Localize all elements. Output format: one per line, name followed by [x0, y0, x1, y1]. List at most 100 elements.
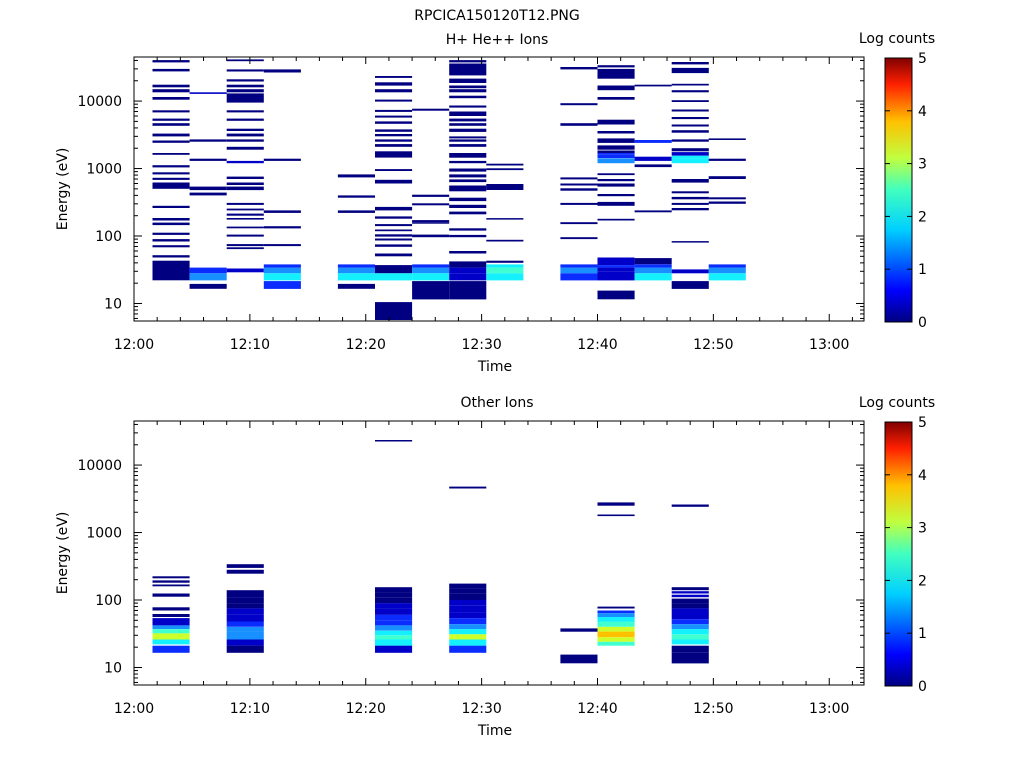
spectrogram-cell: [226, 564, 264, 568]
spectrogram-cell: [152, 110, 190, 113]
spectrogram-cell: [449, 211, 487, 215]
spectrogram-cell: [375, 76, 413, 78]
x-tick-label: 13:00: [809, 337, 849, 353]
colorbar-tick-label: 2: [918, 209, 927, 225]
spectrogram-cell: [597, 271, 635, 276]
spectrogram-cell: [226, 208, 264, 211]
spectrogram-cell: [337, 283, 375, 289]
x-tick-label: 13:00: [809, 701, 849, 717]
spectrogram-cell: [486, 184, 524, 190]
spectrogram-cell: [375, 144, 413, 147]
spectrogram-cell: [152, 245, 190, 248]
spectrogram-cell: [449, 144, 487, 147]
spectrogram-cell: [671, 594, 709, 598]
spectrogram-cell: [226, 626, 264, 632]
spectrogram-cell: [375, 587, 413, 593]
spectrogram-cell: [449, 136, 487, 139]
spectrogram-cell: [671, 587, 709, 591]
spectrogram-cell: [152, 618, 190, 622]
spectrogram-cell: [375, 238, 413, 241]
x-tick-label: 12:40: [577, 337, 617, 353]
spectrogram-cell: [375, 302, 413, 320]
spectrogram-cell: [597, 153, 635, 155]
spectrogram-cell: [375, 129, 413, 132]
spectrogram-cell: [671, 130, 709, 133]
spectrogram-cell: [337, 264, 375, 268]
spectrogram-cell: [375, 89, 413, 93]
spectrogram-cell: [375, 603, 413, 609]
spectrogram-cell: [671, 652, 709, 664]
spectrogram-cell: [671, 241, 709, 243]
spectrogram-cell: [671, 639, 709, 645]
spectrogram-cell: [152, 177, 190, 180]
spectrogram-cell: [449, 160, 487, 164]
spectrogram-cell: [449, 118, 487, 122]
spectrogram-cell: [263, 210, 301, 213]
spectrogram-cell: [449, 185, 487, 192]
spectrogram-cell: [226, 621, 264, 627]
spectrogram-cell: [671, 281, 709, 289]
spectrogram-cell: [375, 139, 413, 142]
spectrogram-cell: [671, 179, 709, 183]
spectrogram-cell: [449, 634, 487, 640]
spectrogram-cell: [597, 154, 635, 159]
spectrogram-cell: [152, 123, 190, 126]
y-tick-label: 10: [104, 660, 122, 676]
y-tick-label: 10000: [77, 458, 122, 474]
spectrogram-cell: [226, 93, 264, 103]
spectrogram-cell: [671, 90, 709, 93]
spectrogram-cell: [560, 103, 598, 106]
spectrogram-cell: [375, 592, 413, 598]
spectrogram-cell: [671, 83, 709, 86]
spectrogram-cell: [263, 244, 301, 247]
spectrogram-cell: [375, 645, 413, 653]
spectrogram-cell: [375, 635, 413, 640]
spectrogram-cell: [597, 201, 635, 206]
spectrogram-cell: [449, 593, 487, 600]
spectrogram-cell: [449, 234, 487, 238]
x-tick-label: 12:50: [693, 337, 733, 353]
colorbar-tick-label: 0: [918, 315, 927, 331]
plot-frame: [133, 420, 865, 686]
spectrogram-cell: [560, 267, 598, 274]
spectrogram-cell: [449, 281, 487, 300]
spectrogram-cell: [226, 176, 264, 179]
colorbar: Log counts 0 1 2 3 4 5: [859, 395, 935, 695]
spectrogram-cell: [152, 607, 190, 611]
spectrogram-cell: [375, 121, 413, 124]
spectrogram-cell: [152, 629, 190, 634]
spectrogram-cell: [449, 95, 487, 99]
spectrogram-cell: [560, 628, 598, 632]
spectrogram-cell: [449, 629, 487, 635]
spectrogram-cell: [337, 273, 375, 281]
spectrogram-cell: [189, 186, 227, 191]
spectrogram-cell: [375, 639, 413, 646]
spectrogram-cell: [671, 624, 709, 630]
spectrogram-cell: [671, 645, 709, 653]
colorbar-tick-label: 4: [918, 468, 927, 484]
spectrogram-cell: [634, 258, 672, 265]
spectrogram-cell: [449, 605, 487, 613]
spectrogram-cell: [226, 128, 264, 131]
spectrogram-cell: [449, 85, 487, 89]
spectrogram-cell: [597, 173, 635, 176]
y-tick-label: 10: [104, 296, 122, 312]
spectrogram-cell: [560, 188, 598, 191]
spectrogram-cell: [152, 84, 190, 88]
spectrogram-cell: [560, 273, 598, 281]
colorbar-tick-label: 5: [918, 415, 927, 431]
spectrogram-cell: [671, 148, 709, 152]
spectrogram-cell: [486, 239, 524, 242]
spectrogram-cell: [226, 186, 264, 191]
spectrogram-cell: [449, 89, 487, 93]
spectrogram-cell: [449, 645, 487, 653]
spectrogram-cell: [597, 631, 635, 638]
spectrogram-cell: [671, 152, 709, 156]
spectrogram-cell: [634, 273, 672, 281]
spectrogram-cell: [449, 267, 487, 274]
spectrogram-cell: [226, 118, 264, 121]
colorbar-scale: [884, 57, 913, 323]
spectrogram-cell: [375, 615, 413, 621]
spectrogram-cell: [375, 608, 413, 615]
spectrogram-cell: [597, 257, 635, 266]
